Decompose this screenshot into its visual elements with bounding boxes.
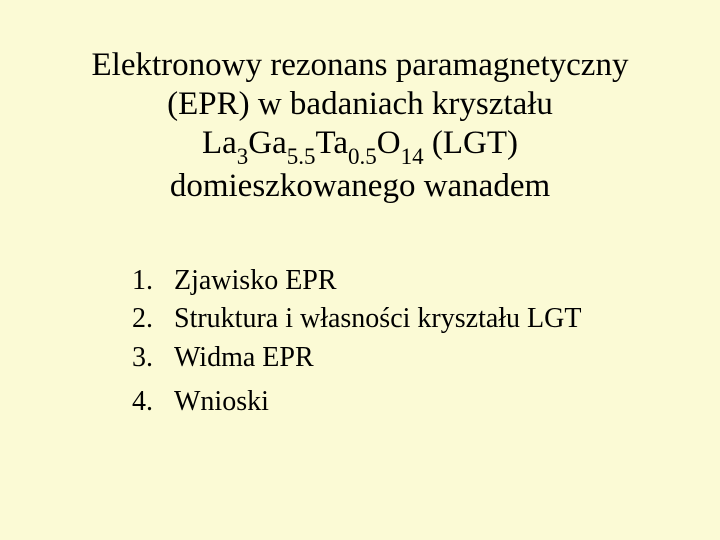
title-line-4: domieszkowanego wanadem — [40, 167, 680, 206]
formula-part: Ta — [316, 125, 349, 161]
list-item-text: Struktura i własności kryształu LGT — [174, 300, 720, 339]
title-line-3-formula: La3Ga5.5Ta0.5O14 (LGT) — [40, 124, 680, 167]
list-item: 4. Wnioski — [132, 383, 720, 422]
slide-body: 1. Zjawisko EPR 2. Struktura i własności… — [132, 262, 720, 423]
formula-subscript: 0.5 — [348, 144, 377, 169]
list-item: 2. Struktura i własności kryształu LGT — [132, 300, 720, 339]
list-item-number: 4. — [132, 383, 174, 422]
formula-part: Ga — [248, 125, 286, 161]
outline-list: 1. Zjawisko EPR 2. Struktura i własności… — [132, 262, 720, 423]
title-line-2: (EPR) w badaniach kryształu — [40, 85, 680, 124]
title-line-1: Elektronowy rezonans paramagnetyczny — [40, 46, 680, 85]
formula-tail: (LGT) — [424, 125, 518, 161]
list-item: 3. Widma EPR — [132, 339, 720, 378]
list-item-number: 1. — [132, 262, 174, 301]
formula-subscript: 14 — [401, 144, 424, 169]
list-item-text: Wnioski — [174, 383, 720, 422]
slide-title: Elektronowy rezonans paramagnetyczny (EP… — [40, 46, 680, 206]
list-item: 1. Zjawisko EPR — [132, 262, 720, 301]
list-item-text: Zjawisko EPR — [174, 262, 720, 301]
list-item-number: 2. — [132, 300, 174, 339]
formula-part: O — [377, 125, 401, 161]
formula-subscript: 3 — [237, 144, 249, 169]
list-item-number: 3. — [132, 339, 174, 378]
formula-subscript: 5.5 — [287, 144, 316, 169]
formula-part: La — [202, 125, 237, 161]
slide: Elektronowy rezonans paramagnetyczny (EP… — [0, 0, 720, 540]
list-item-text: Widma EPR — [174, 339, 720, 378]
